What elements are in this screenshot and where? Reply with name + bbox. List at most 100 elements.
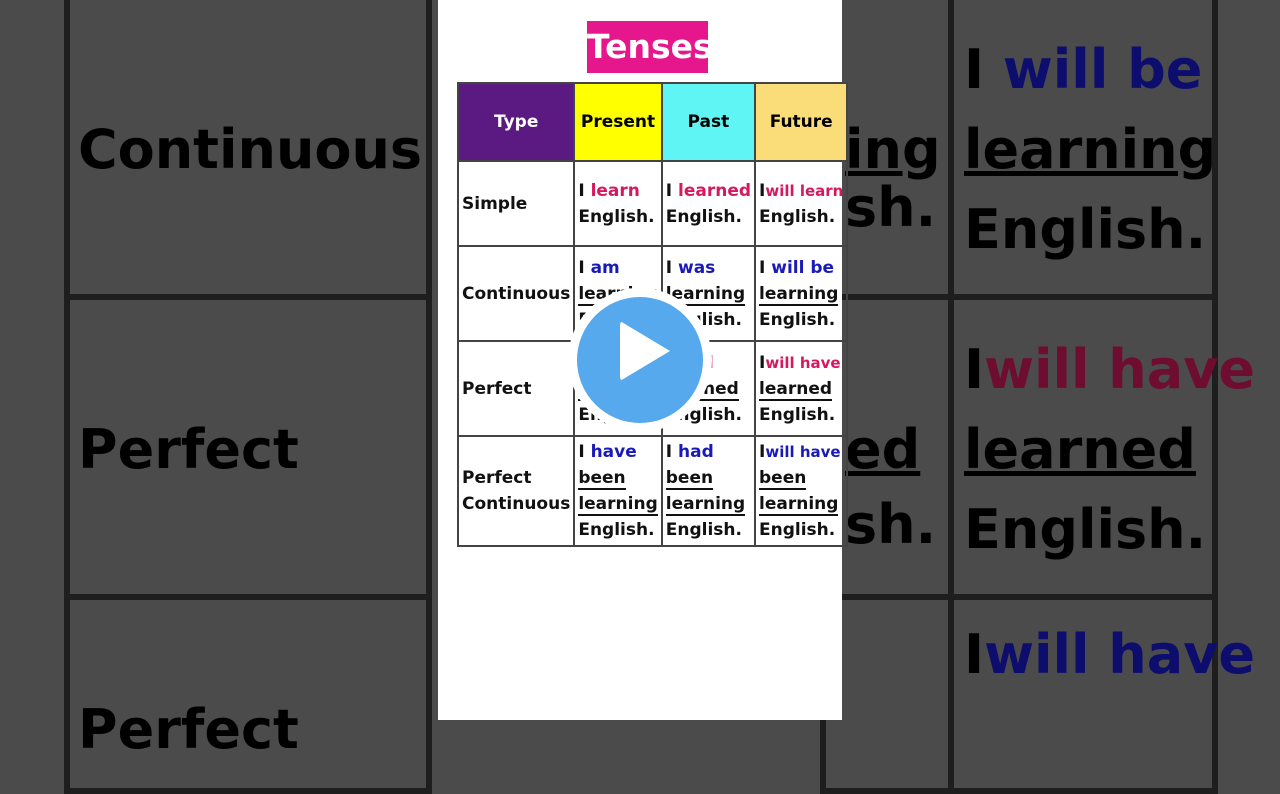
bg-text: Perfect: [78, 698, 299, 761]
example-word: English.: [578, 520, 655, 540]
bg-text: Iwill have: [964, 330, 1255, 410]
example-line: English.: [578, 204, 657, 230]
example-line: been: [759, 465, 843, 491]
type-cell: Continuous: [456, 245, 576, 342]
example-line: English.: [759, 402, 843, 428]
bg-word: learning: [964, 118, 1217, 181]
example-word: been: [578, 468, 626, 490]
bg-word: will have: [984, 338, 1256, 401]
example-cell: Iwill have learned English.: [754, 340, 849, 437]
example-word: I: [665, 442, 678, 462]
play-button[interactable]: [568, 288, 712, 432]
bg-text: sh.: [845, 176, 937, 239]
example-line: I had: [666, 439, 751, 465]
example-word: English.: [759, 206, 836, 227]
example-line: been: [665, 465, 751, 491]
example-word: I: [759, 442, 766, 462]
example-word: been: [759, 468, 807, 490]
example-line: been: [578, 465, 657, 491]
example-word: English.: [759, 309, 836, 330]
example-cell: I learned English.: [660, 160, 757, 247]
example-line: learned: [759, 376, 843, 402]
example-word: will be: [771, 257, 835, 278]
example-word: will have: [765, 443, 841, 461]
table-row: Simple I learn English. I learned English. Iw…: [456, 160, 849, 247]
example-line: Iwill have: [759, 350, 843, 376]
bg-text: learned: [964, 410, 1196, 490]
bg-text: learning: [964, 110, 1216, 190]
example-word: learning: [759, 494, 839, 516]
bg-text: ing: [845, 118, 941, 181]
example-word: learned: [678, 180, 752, 201]
example-word: learn: [590, 180, 640, 201]
bg-text: ed: [845, 418, 921, 481]
bg-text: sh.: [845, 493, 937, 556]
bg-word: I: [964, 338, 985, 401]
table-row: Perfect Continuous I have been learning Engl…: [456, 435, 849, 547]
page-title: Tenses: [587, 21, 713, 73]
bg-text: Continuous: [78, 118, 423, 181]
example-word: I: [578, 180, 591, 201]
example-line: I am: [578, 255, 657, 281]
example-cell: I will be learning English.: [754, 245, 849, 342]
bg-cell-left-2: [64, 294, 432, 600]
example-line: English.: [759, 307, 843, 333]
example-line: I learned: [666, 178, 751, 204]
example-word: learning: [578, 494, 658, 516]
bg-word: English.: [964, 498, 1207, 561]
example-line: English.: [666, 517, 751, 543]
example-word: I: [759, 180, 766, 201]
example-word: was: [678, 257, 716, 278]
bg-word: will have: [984, 623, 1256, 686]
example-word: have: [590, 442, 637, 462]
example-word: will learn: [765, 181, 844, 200]
bg-word: English.: [964, 198, 1207, 261]
example-line: Iwill have: [759, 439, 843, 465]
example-line: Iwill learn: [759, 178, 843, 204]
example-word: I: [578, 257, 591, 278]
example-word: learning: [665, 494, 746, 516]
bg-cell-right-2: [948, 294, 1218, 600]
example-word: English.: [759, 404, 836, 425]
bg-text: English.: [964, 490, 1206, 570]
example-line: English.: [578, 517, 657, 543]
type-cell: Perfect Continuous: [456, 435, 576, 547]
example-word: had: [678, 442, 714, 462]
example-word: I: [759, 352, 766, 373]
example-cell: I had been learning English.: [660, 435, 757, 547]
example-line: I have: [578, 439, 657, 465]
example-cell: I have been learning English.: [573, 435, 663, 547]
example-cell: I learn English.: [573, 160, 663, 247]
bg-word: will be: [1002, 38, 1203, 101]
example-word: English.: [665, 520, 742, 540]
bg-word: learned: [964, 418, 1196, 481]
header-future: Future: [754, 82, 849, 162]
example-cell: Iwill have been learning English.: [754, 435, 849, 547]
example-line: learning: [578, 491, 658, 517]
example-line: I learn: [578, 178, 657, 204]
header-present: Present: [573, 82, 663, 162]
example-line: English.: [759, 517, 843, 543]
example-word: learned: [759, 378, 833, 401]
example-word: will have: [765, 353, 841, 372]
bg-text: English.: [964, 190, 1206, 270]
header-row: Type Present Past Future: [456, 82, 849, 162]
bg-word: I: [964, 38, 1003, 101]
example-word: English.: [665, 206, 742, 227]
example-word: learning: [665, 283, 746, 306]
example-line: English.: [666, 204, 751, 230]
bg-text: I will be: [964, 30, 1202, 110]
example-word: been: [665, 468, 714, 490]
header-past: Past: [660, 82, 757, 162]
bg-word: I: [964, 623, 985, 686]
example-word: English.: [759, 520, 836, 540]
bg-cell-left-1: [64, 0, 432, 300]
example-word: I: [665, 180, 678, 201]
example-line: English.: [759, 204, 843, 230]
example-word: English.: [578, 206, 655, 227]
example-line: I will be: [759, 255, 843, 281]
example-line: I was: [666, 255, 751, 281]
example-word: learning: [759, 283, 839, 306]
example-word: I: [578, 442, 591, 462]
example-line: learning: [665, 281, 751, 307]
